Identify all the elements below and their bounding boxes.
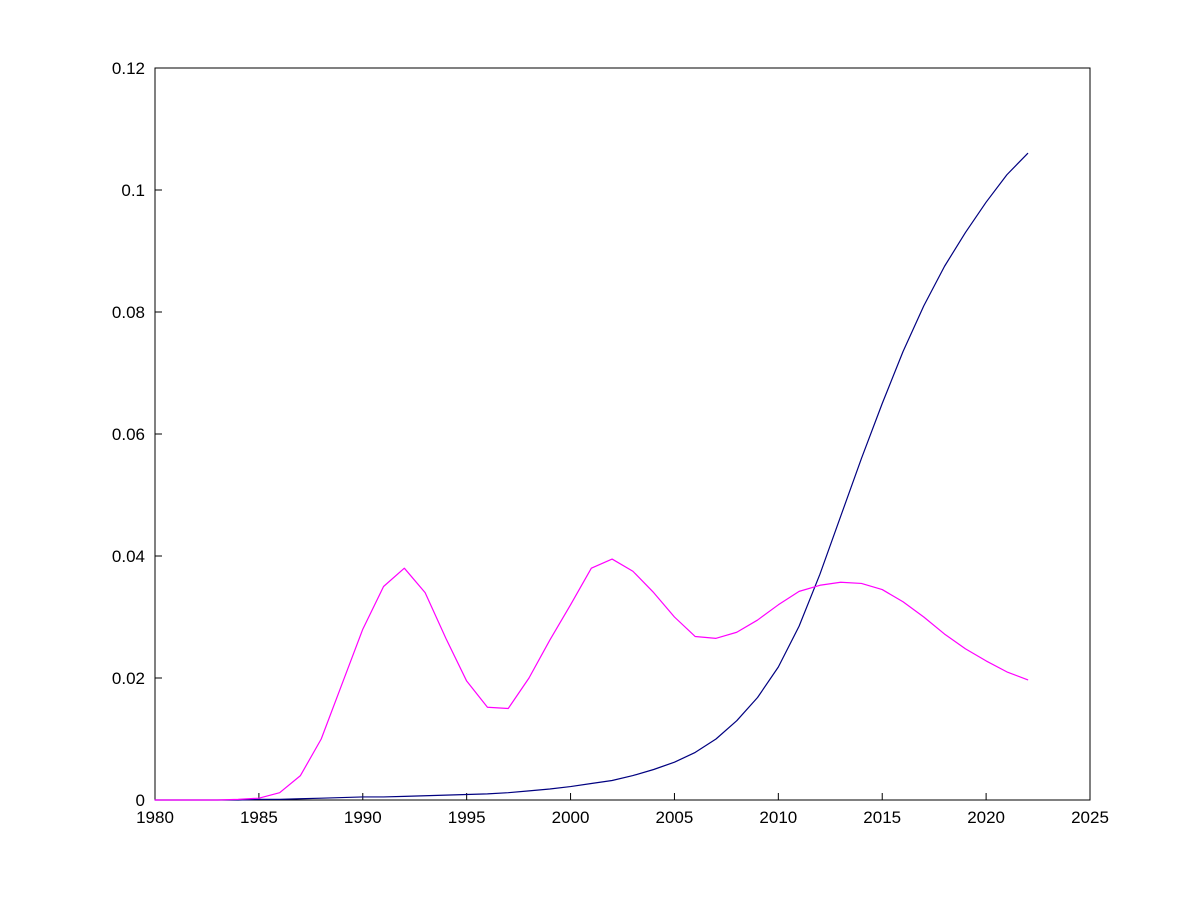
y-tick-label: 0.1 bbox=[121, 181, 145, 200]
x-tick-label: 2005 bbox=[656, 808, 694, 827]
y-tick-label: 0.02 bbox=[112, 669, 145, 688]
series-line-blue-series bbox=[154, 152, 1029, 801]
y-tick-label: 0 bbox=[136, 791, 145, 810]
axes-box bbox=[154, 67, 1091, 801]
y-tick-label: 0.12 bbox=[112, 59, 145, 78]
x-tick-label: 2000 bbox=[552, 808, 590, 827]
y-tick-label: 0.08 bbox=[112, 303, 145, 322]
series-line-magenta-series bbox=[154, 558, 1029, 801]
x-tick-label: 2010 bbox=[759, 808, 797, 827]
x-tick-label: 2025 bbox=[1071, 808, 1109, 827]
x-tick-label: 1995 bbox=[448, 808, 486, 827]
x-tick-label: 1990 bbox=[344, 808, 382, 827]
y-tick-label: 0.06 bbox=[112, 425, 145, 444]
x-tick-label: 2020 bbox=[967, 808, 1005, 827]
x-tick-label: 1980 bbox=[136, 808, 174, 827]
x-tick-label: 2015 bbox=[863, 808, 901, 827]
x-tick-label: 1985 bbox=[240, 808, 278, 827]
y-tick-label: 0.04 bbox=[112, 547, 145, 566]
